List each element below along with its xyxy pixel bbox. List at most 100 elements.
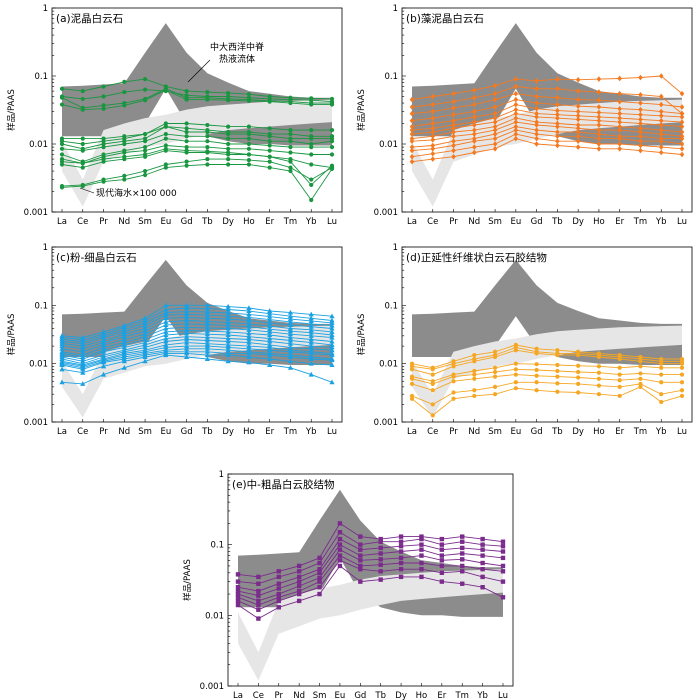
data-point	[398, 560, 404, 566]
data-point	[596, 370, 602, 375]
data-point	[638, 381, 643, 386]
data-point	[638, 359, 643, 364]
data-point	[287, 340, 294, 346]
data-point	[204, 348, 210, 354]
x-tick-label: Gd	[181, 427, 193, 437]
plot-area	[59, 259, 335, 418]
data-point	[276, 605, 281, 610]
data-point	[235, 588, 241, 594]
data-point	[451, 117, 456, 124]
data-point	[658, 122, 664, 128]
data-point	[409, 110, 415, 117]
data-point	[59, 102, 65, 107]
data-point	[617, 110, 622, 117]
data-point	[555, 120, 560, 127]
data-point	[246, 359, 252, 365]
data-point	[472, 94, 477, 101]
series-line	[61, 326, 333, 356]
x-tick-label: Dy	[222, 217, 234, 227]
data-point	[409, 104, 415, 110]
data-point	[235, 585, 241, 590]
data-point	[163, 338, 169, 344]
x-tick-label: La	[57, 217, 67, 227]
data-point	[121, 324, 127, 330]
data-point	[513, 101, 519, 108]
data-point	[329, 362, 335, 367]
data-point	[204, 325, 210, 330]
data-point	[246, 305, 252, 311]
data-point	[184, 163, 189, 168]
data-point	[142, 145, 148, 150]
data-point	[142, 98, 148, 103]
x-tick-label: Pr	[99, 427, 108, 437]
data-point	[575, 116, 581, 123]
seawater-leader	[79, 187, 95, 194]
data-point	[267, 326, 273, 332]
data-point	[451, 379, 456, 384]
data-point	[80, 141, 85, 147]
x-tick-label: Er	[615, 427, 624, 437]
data-point	[225, 332, 231, 338]
data-point	[205, 139, 210, 144]
data-point	[80, 136, 85, 141]
data-point	[163, 319, 169, 324]
data-point	[121, 358, 127, 364]
data-point	[679, 151, 685, 158]
data-point	[430, 142, 436, 149]
data-point	[575, 76, 581, 83]
x-tick-label: Er	[437, 691, 446, 700]
data-point	[246, 311, 252, 317]
data-point	[472, 359, 477, 364]
data-point	[492, 349, 498, 354]
data-point	[430, 367, 435, 372]
data-point	[329, 325, 335, 331]
data-point	[59, 362, 65, 367]
data-point	[575, 144, 581, 150]
data-point	[204, 343, 210, 349]
data-point	[329, 379, 335, 385]
data-point	[163, 121, 168, 126]
data-point	[617, 141, 622, 147]
data-point	[309, 128, 314, 133]
data-point	[596, 135, 602, 142]
data-point	[100, 363, 107, 369]
data-point	[59, 366, 65, 372]
data-point	[480, 553, 485, 558]
series-line	[411, 381, 683, 405]
series-line	[237, 531, 504, 585]
data-point	[659, 361, 664, 366]
x-tick-label: Er	[265, 217, 274, 227]
data-point	[225, 352, 231, 358]
x-tick-label: Ce	[77, 427, 88, 437]
data-point	[492, 135, 498, 142]
data-point	[122, 150, 127, 155]
data-point	[142, 152, 148, 157]
x-tick-label: Nd	[293, 691, 305, 700]
series-line	[411, 99, 683, 122]
data-point	[575, 88, 581, 94]
series-line	[61, 316, 333, 347]
data-point	[472, 119, 477, 125]
data-point	[163, 162, 168, 167]
data-point	[534, 362, 539, 367]
data-point	[267, 347, 273, 353]
data-point	[309, 162, 314, 167]
data-point	[308, 339, 314, 345]
data-point	[101, 94, 106, 99]
data-point	[658, 73, 664, 79]
series-line	[237, 549, 504, 602]
data-point	[184, 129, 189, 135]
data-point	[500, 579, 506, 584]
data-point	[492, 131, 498, 137]
data-point	[658, 149, 664, 156]
data-point	[576, 353, 581, 358]
data-point	[256, 574, 261, 580]
data-point	[513, 380, 518, 385]
data-point	[398, 549, 404, 554]
panel-title: (c)粉-细晶白云石	[56, 251, 137, 264]
x-tick-label: Lu	[327, 427, 337, 437]
data-point	[225, 322, 231, 328]
series-line	[411, 133, 683, 158]
x-tick-label: Eu	[510, 427, 521, 437]
data-point	[205, 97, 210, 102]
